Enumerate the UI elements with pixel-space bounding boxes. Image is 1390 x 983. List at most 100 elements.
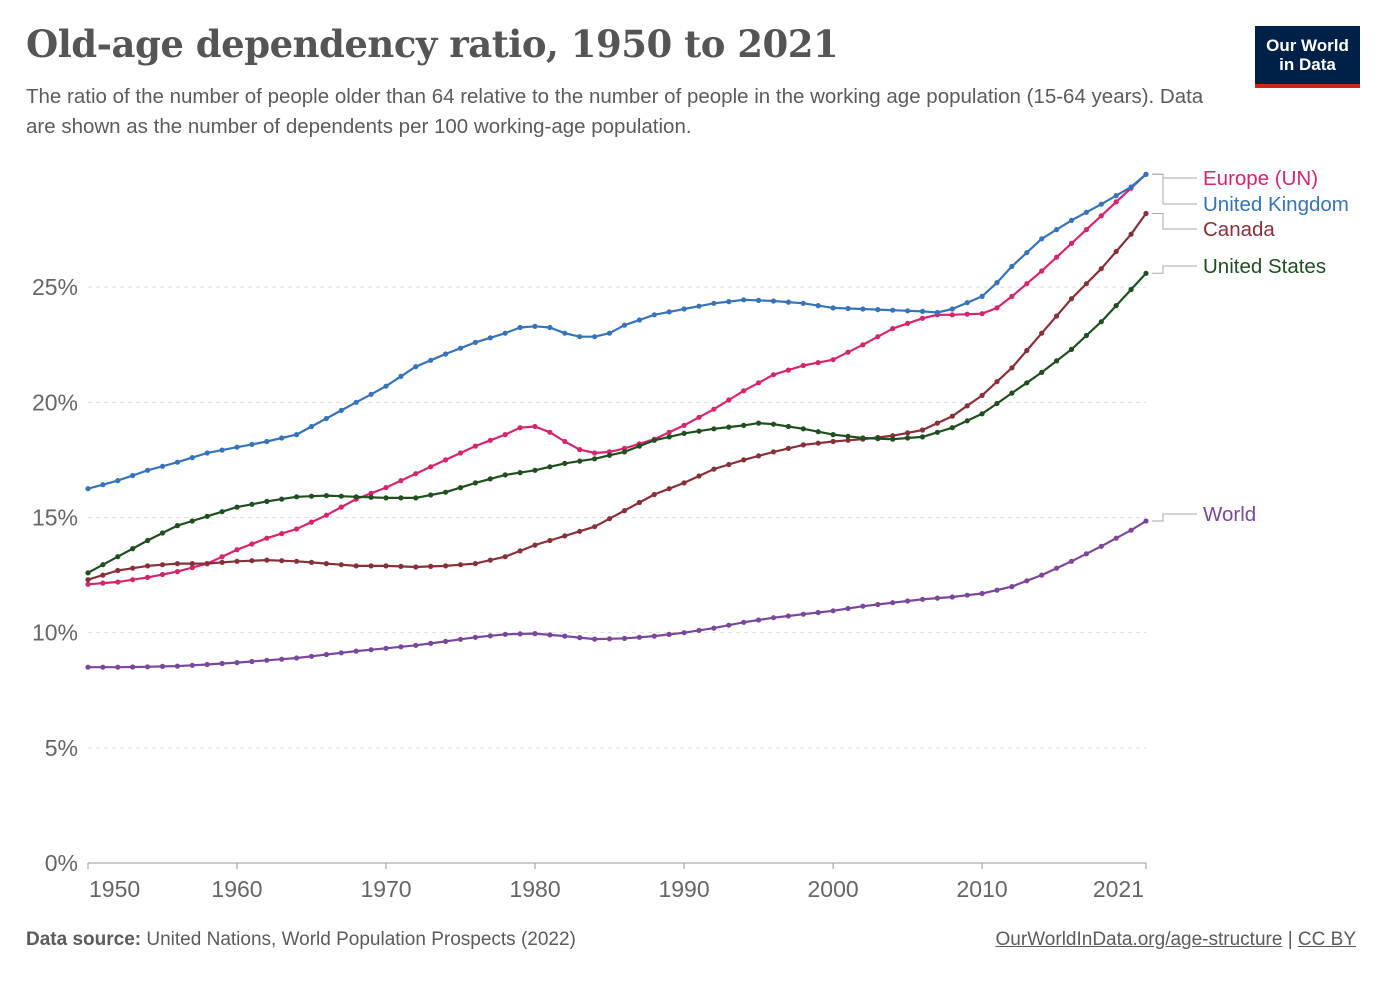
data-point [145, 563, 151, 569]
data-point [785, 367, 792, 373]
data-point [294, 655, 300, 661]
data-source-label: Data source: [26, 929, 142, 950]
data-point [398, 495, 404, 501]
data-point [517, 425, 523, 431]
data-point [174, 561, 180, 567]
data-point [189, 518, 195, 524]
data-point [577, 334, 583, 340]
data-point [487, 437, 493, 443]
data-point [457, 345, 464, 351]
data-point [189, 662, 195, 668]
data-point [949, 413, 955, 419]
data-point [398, 373, 404, 379]
data-point [964, 403, 970, 409]
data-point [204, 561, 210, 567]
data-point [606, 330, 613, 336]
data-point [174, 459, 180, 465]
data-point [815, 440, 821, 446]
data-point [413, 642, 419, 648]
data-point [696, 428, 702, 434]
data-point [264, 438, 270, 445]
series-label: Europe (UN) [1203, 167, 1318, 190]
data-point [890, 436, 896, 442]
data-point [532, 467, 538, 473]
owid-logo[interactable]: Our World in Data [1255, 26, 1360, 88]
data-point [294, 558, 300, 564]
data-point [100, 664, 106, 670]
data-point [398, 644, 404, 650]
data-point [919, 308, 926, 314]
data-point [368, 494, 374, 500]
x-tick-label: 2021 [1093, 876, 1144, 902]
data-point [308, 519, 315, 525]
data-point [189, 561, 195, 567]
data-point [919, 434, 926, 440]
data-point [860, 342, 866, 348]
data-point [115, 579, 121, 585]
data-point [666, 309, 672, 315]
data-point [532, 631, 538, 637]
data-point [428, 640, 434, 647]
data-point [338, 493, 344, 499]
data-point [219, 559, 225, 566]
source-link[interactable]: OurWorldInData.org/age-structure [995, 929, 1283, 950]
x-tick-label: 2010 [956, 876, 1007, 902]
data-point [905, 308, 911, 314]
data-point [1054, 358, 1060, 364]
data-point [756, 380, 762, 386]
data-point [785, 423, 792, 430]
data-point [1128, 286, 1134, 293]
data-point [1143, 518, 1149, 524]
data-point [890, 600, 896, 606]
data-point [1143, 270, 1149, 276]
data-point [651, 633, 657, 639]
data-point [1039, 369, 1045, 375]
data-point [159, 663, 166, 670]
data-point [741, 457, 747, 463]
data-point [308, 423, 315, 430]
data-point [875, 601, 881, 608]
data-point [547, 464, 553, 470]
data-point [174, 663, 180, 669]
data-point [830, 432, 836, 438]
data-point [457, 450, 464, 456]
data-point [1068, 240, 1075, 246]
data-point [1143, 210, 1149, 217]
data-point [517, 324, 523, 331]
data-point [845, 305, 851, 312]
data-point [532, 323, 538, 329]
data-point [696, 303, 702, 309]
data-point [994, 400, 1000, 407]
y-tick-label: 10% [32, 620, 78, 646]
data-point [279, 496, 285, 502]
data-point [815, 360, 821, 366]
data-point [651, 491, 657, 498]
data-point [696, 627, 702, 634]
data-point [294, 494, 300, 500]
data-point [413, 564, 419, 570]
data-point [770, 372, 777, 378]
x-tick-label: 1980 [509, 876, 560, 902]
data-point [785, 445, 792, 451]
data-point [979, 590, 985, 597]
series-label: United States [1203, 255, 1326, 278]
data-point [547, 632, 553, 638]
data-point [517, 631, 523, 637]
data-point [860, 603, 866, 609]
data-point [308, 559, 315, 566]
chart-subtitle: The ratio of the number of people older … [26, 85, 1204, 138]
x-tick-label: 1970 [360, 876, 411, 902]
data-point [815, 303, 821, 309]
data-point [919, 596, 926, 602]
data-point [368, 563, 374, 569]
grid-lines [88, 286, 1146, 749]
data-point [472, 634, 478, 640]
data-point [562, 460, 568, 466]
data-point [279, 558, 285, 564]
license-link[interactable]: CC BY [1297, 929, 1356, 950]
data-point [264, 535, 270, 541]
data-point [1024, 380, 1030, 386]
data-point [502, 330, 508, 336]
data-point [1039, 330, 1045, 336]
data-point [1054, 313, 1060, 319]
